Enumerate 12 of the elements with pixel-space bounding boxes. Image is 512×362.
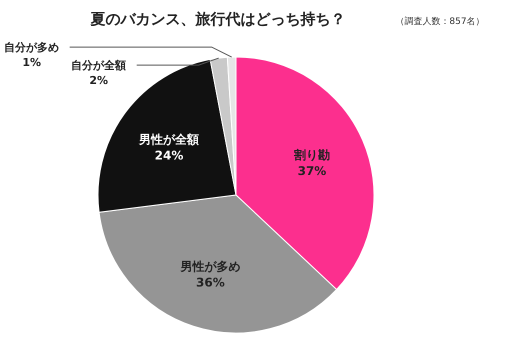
slice-label: 男性が多め bbox=[179, 260, 240, 274]
slice-label: 自分が全額 bbox=[71, 59, 126, 72]
data-label: 37% bbox=[298, 164, 326, 178]
data-label: 1% bbox=[22, 56, 42, 70]
slice-label: 男性が全額 bbox=[138, 132, 200, 146]
slice-label: 自分が多め bbox=[4, 41, 60, 54]
data-label: 2% bbox=[89, 74, 108, 88]
chart-title: 夏のバカンス、旅行代はどっち持ち？ bbox=[90, 10, 346, 28]
text: （調査人数：857名） bbox=[395, 16, 485, 27]
slice-label: 割り勘 bbox=[292, 148, 330, 162]
data-label: 24% bbox=[154, 148, 184, 162]
data-label: 36% bbox=[196, 276, 225, 290]
